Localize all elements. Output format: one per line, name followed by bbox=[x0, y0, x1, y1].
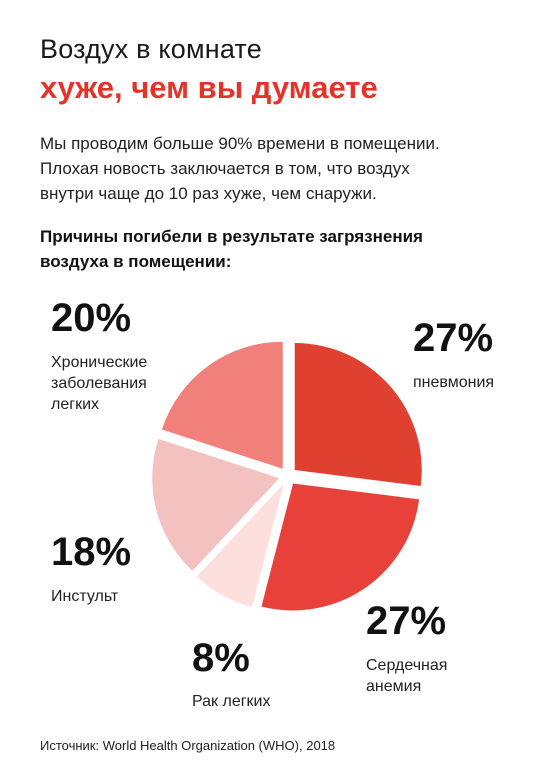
page-title: Воздух в комнате bbox=[40, 34, 262, 64]
pie-slice-stroke bbox=[152, 438, 280, 571]
slice-label-line: Инстульт bbox=[51, 588, 119, 605]
slice-label-line: пневмония bbox=[413, 374, 495, 391]
pie-slice-heart-anemia bbox=[261, 483, 420, 611]
intro-line: внутри чаще до 10 раз хуже, чем снаружи. bbox=[40, 184, 377, 203]
slice-value-pneumonia: 27% bbox=[413, 316, 494, 360]
page-title-highlight: хуже, чем вы думаете bbox=[40, 70, 378, 105]
intro-text: Мы проводим больше 90% времени в помещен… bbox=[40, 131, 540, 206]
slice-label-line: Сердечная bbox=[366, 657, 448, 674]
intro-line: Плохая новость заключается в том, что во… bbox=[40, 159, 410, 178]
chart-title-line: воздуха в помещении: bbox=[40, 252, 232, 271]
intro-line: Мы проводим больше 90% времени в помещен… bbox=[40, 134, 440, 153]
slice-label-line: Хронические bbox=[51, 354, 148, 371]
slice-value-chronic-lung: 20% bbox=[51, 296, 132, 340]
slice-value-heart-anemia: 27% bbox=[366, 599, 447, 643]
slice-label-line: Рак легких bbox=[192, 693, 271, 710]
slice-label-line: легких bbox=[51, 396, 100, 413]
slice-label-lung-cancer: Рак легких bbox=[192, 691, 271, 712]
source-note: Источник: World Health Organization (WHO… bbox=[40, 738, 336, 753]
chart-title-line: Причины погибели в результате загрязнени… bbox=[40, 227, 423, 246]
slice-label-heart-anemia: Сердечная анемия bbox=[366, 655, 447, 697]
slice-label-stroke: Инстульт bbox=[51, 586, 118, 607]
pie-slice-pneumonia bbox=[294, 343, 422, 486]
slice-label-chronic-lung: Хронические заболевания легких bbox=[51, 352, 147, 415]
chart-title: Причины погибели в результате загрязнени… bbox=[40, 224, 520, 274]
slice-label-line: анемия bbox=[366, 678, 422, 695]
slice-label-pneumonia: пневмония bbox=[413, 372, 494, 393]
slice-value-stroke: 18% bbox=[51, 530, 132, 574]
slice-label-line: заболевания bbox=[51, 375, 147, 392]
slice-value-lung-cancer: 8% bbox=[192, 636, 250, 680]
pie-slice-chronic-lung bbox=[161, 341, 283, 469]
pie-slice-lung-cancer bbox=[196, 483, 284, 607]
